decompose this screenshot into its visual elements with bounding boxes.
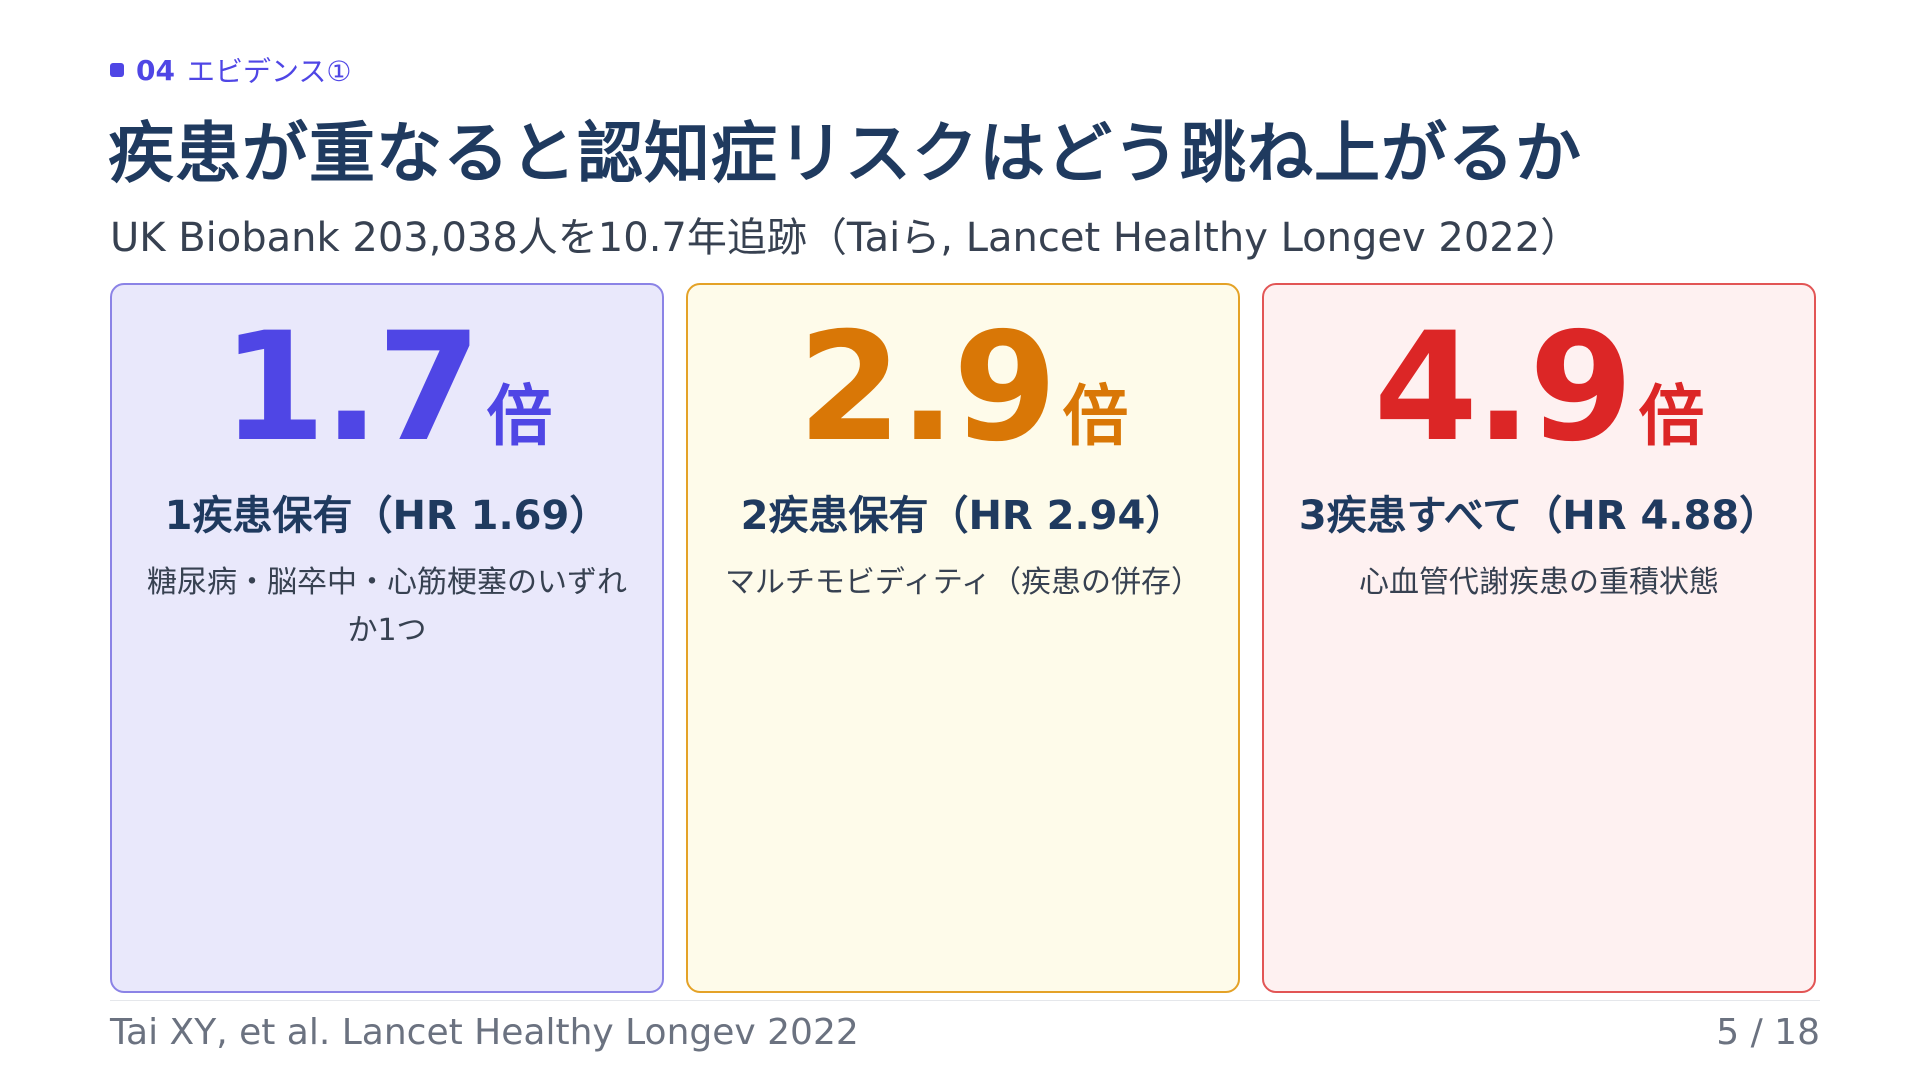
stat-figure: 4.9 倍 bbox=[1374, 313, 1705, 463]
footer-divider bbox=[110, 1000, 1820, 1001]
slide-subtitle: UK Biobank 203,038人を10.7年追跡（Taiら, Lancet… bbox=[110, 215, 1581, 261]
stat-unit: 倍 bbox=[486, 378, 553, 455]
stat-label: 1疾患保有（HR 1.69） bbox=[164, 493, 610, 539]
stat-card-two-diseases: 2.9 倍 2疾患保有（HR 2.94） マルチモビディティ（疾患の併存） bbox=[686, 283, 1240, 993]
stat-value: 2.9 bbox=[797, 301, 1058, 475]
section-tag: 04 エビデンス① bbox=[110, 50, 352, 90]
slide-title: 疾患が重なると認知症リスクはどう跳ね上がるか bbox=[108, 115, 1582, 192]
stat-cards: 1.7 倍 1疾患保有（HR 1.69） 糖尿病・脳卒中・心筋梗塞のいずれか1つ… bbox=[110, 283, 1816, 993]
page-number: 5 / 18 bbox=[1716, 1012, 1820, 1053]
stat-figure: 2.9 倍 bbox=[798, 313, 1129, 463]
stat-card-one-disease: 1.7 倍 1疾患保有（HR 1.69） 糖尿病・脳卒中・心筋梗塞のいずれか1つ bbox=[110, 283, 664, 993]
section-number: 04 bbox=[136, 53, 175, 87]
stat-value: 1.7 bbox=[221, 301, 482, 475]
stat-value: 4.9 bbox=[1373, 301, 1634, 475]
stat-figure: 1.7 倍 bbox=[222, 313, 553, 463]
section-label: エビデンス① bbox=[186, 55, 352, 88]
stat-label: 2疾患保有（HR 2.94） bbox=[740, 493, 1186, 539]
stat-description: 心血管代謝疾患の重積状態 bbox=[1359, 565, 1719, 600]
stat-unit: 倍 bbox=[1062, 378, 1129, 455]
stat-description: 糖尿病・脳卒中・心筋梗塞のいずれか1つ bbox=[147, 565, 627, 648]
stat-unit: 倍 bbox=[1638, 378, 1705, 455]
section-bullet-icon bbox=[110, 63, 124, 77]
stat-description: マルチモビディティ（疾患の併存） bbox=[724, 565, 1202, 600]
stat-label: 3疾患すべて（HR 4.88） bbox=[1298, 493, 1780, 539]
footer-citation: Tai XY, et al. Lancet Healthy Longev 202… bbox=[110, 1012, 859, 1053]
stat-card-three-diseases: 4.9 倍 3疾患すべて（HR 4.88） 心血管代謝疾患の重積状態 bbox=[1262, 283, 1816, 993]
